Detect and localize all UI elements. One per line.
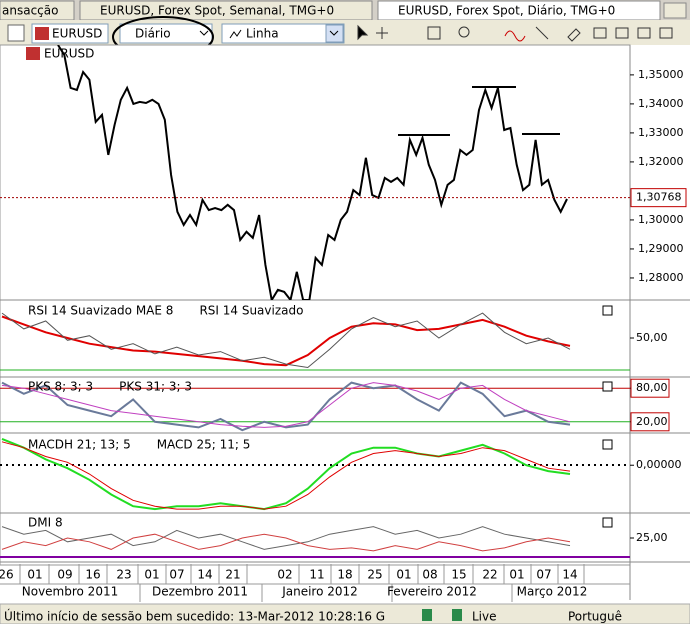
x-tick-label: 07	[536, 568, 551, 582]
indicator-legend: MACDH 21; 13; 5	[28, 438, 131, 452]
tool-icons	[357, 24, 673, 42]
x-tick-label: 07	[169, 568, 184, 582]
x-tick-label: 26	[0, 568, 14, 582]
y-tick-label: 1,29000	[638, 242, 684, 255]
x-tick-label: 16	[85, 568, 100, 582]
panel-button	[602, 517, 613, 528]
dropdown-arrow	[329, 30, 339, 36]
indicator-legend: DMI 8	[28, 516, 63, 530]
x-tick-label: 23	[116, 568, 131, 582]
connection-icon	[452, 609, 462, 621]
x-tick-label: 02	[277, 568, 292, 582]
period: Diário	[135, 27, 171, 41]
tool[interactable]	[615, 27, 629, 39]
level-box	[630, 412, 670, 432]
panel-button	[602, 381, 613, 392]
main-legend: EURUSD	[44, 47, 94, 61]
y-tick-label: 1,30000	[638, 213, 684, 226]
series-line	[1, 381, 571, 432]
y-tick-label: 25,00	[636, 531, 668, 544]
y-tick-label: 1,34000	[638, 97, 684, 110]
x-tick-label: 14	[562, 568, 577, 582]
level-box	[630, 378, 670, 398]
series-line	[57, 45, 568, 300]
fx-icon	[26, 47, 40, 60]
month-label: Março 2012	[517, 585, 588, 599]
series-line	[1, 315, 571, 367]
trendline-tool[interactable]	[535, 26, 549, 40]
panel-button	[602, 305, 613, 316]
y-tick-label: 1,28000	[638, 271, 684, 284]
tab-label: EURUSD, Forex Spot, Diário, TMG+0	[398, 4, 615, 18]
language: Portuguê	[568, 610, 622, 624]
chart-type: Linha	[246, 27, 279, 41]
cursor-tool[interactable]	[357, 24, 369, 41]
fx-icon	[35, 27, 49, 40]
y-tick-label: 0,00000	[636, 458, 682, 471]
dropdown-button[interactable]	[325, 24, 344, 43]
panel-button	[602, 439, 613, 450]
series-line	[1, 526, 571, 550]
tool[interactable]	[593, 27, 607, 39]
last-price-label: 1,30768	[636, 191, 682, 204]
eraser-tool[interactable]	[567, 28, 581, 42]
indicator-tool[interactable]	[504, 30, 526, 42]
y-tick-label: 1,35000	[638, 68, 684, 81]
last-price-box	[630, 188, 687, 208]
x-tick-label: 01	[509, 568, 524, 582]
status-bar	[0, 603, 690, 624]
y-tick-label: 50,00	[636, 331, 668, 344]
indicator-legend: RSI 14 Suavizado	[199, 304, 303, 318]
x-tick-label: 18	[337, 568, 352, 582]
y-tick-label: 1,33000	[638, 126, 684, 139]
panel-separators	[0, 299, 690, 563]
cross-tool[interactable]	[376, 27, 388, 39]
month-label: Janeiro 2012	[281, 585, 358, 599]
status-message: Último início de sessão bem sucedido: 13…	[4, 609, 385, 624]
x-tick-label: 21	[225, 568, 240, 582]
month-label: Dezembro 2011	[152, 585, 248, 599]
zoom-tool[interactable]	[458, 26, 470, 38]
indicator-legend: MACD 25; 11; 5	[157, 438, 251, 452]
tool[interactable]	[637, 27, 651, 39]
x-tick-label: 14	[197, 568, 212, 582]
x-tick-label: 08	[422, 568, 437, 582]
x-tick-label: 25	[367, 568, 382, 582]
month-label: Fevereiro 2012	[387, 585, 477, 599]
indicator-legend: PKS 31; 3; 3	[119, 380, 192, 394]
series-line	[1, 382, 571, 428]
type-dropdown[interactable]	[221, 23, 345, 44]
x-tick-label: 09	[57, 568, 72, 582]
symbol-box[interactable]	[31, 23, 109, 44]
series-line	[1, 312, 571, 369]
symbol: EURUSD	[52, 27, 102, 41]
tab-scroll[interactable]	[663, 2, 687, 19]
tab-label: EURUSD, Forex Spot, Semanal, TMG+0	[100, 4, 334, 18]
y-tick-label: 20,00	[636, 415, 668, 428]
x-tick-label: 11	[309, 568, 324, 582]
series-line	[1, 533, 571, 552]
series-line	[1, 437, 571, 511]
indicator-legend: PKS 8; 3; 3	[28, 380, 93, 394]
grid-tool[interactable]	[427, 26, 441, 40]
tool[interactable]	[659, 27, 673, 39]
line-icon	[229, 29, 242, 39]
connection-icon	[422, 609, 432, 621]
y-tick-label: 80,00	[636, 381, 668, 394]
x-tick-label: 01	[27, 568, 42, 582]
button[interactable]	[7, 24, 25, 42]
x-tick-label: 22	[482, 568, 497, 582]
tab-label: ansacção	[2, 4, 58, 18]
x-tick-label: 01	[144, 568, 159, 582]
series-line	[1, 441, 571, 510]
month-label: Novembro 2011	[22, 585, 118, 599]
x-tick-label: 01	[396, 568, 411, 582]
y-tick-label: 1,32000	[638, 155, 684, 168]
dropdown-arrow	[199, 30, 209, 36]
x-tick-label: 15	[451, 568, 466, 582]
indicator-legend: RSI 14 Suavizado MAE 8	[28, 304, 173, 318]
connection: Live	[472, 610, 497, 624]
